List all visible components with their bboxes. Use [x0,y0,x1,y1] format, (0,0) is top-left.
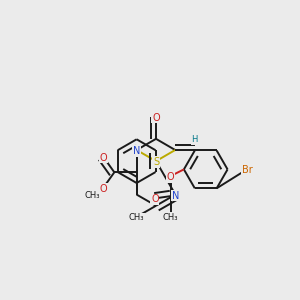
Text: CH₃: CH₃ [163,213,178,222]
Text: S: S [153,157,159,167]
Text: N: N [172,190,179,201]
Text: O: O [151,194,159,204]
Text: CH₃: CH₃ [84,191,100,200]
Text: O: O [99,153,107,163]
Text: H: H [191,135,198,144]
Text: CH₃: CH₃ [129,213,144,222]
Text: Br: Br [242,165,252,176]
Text: O: O [152,112,160,123]
Text: O: O [167,172,174,182]
Text: CH₃: CH₃ [84,191,100,200]
Text: N: N [133,146,140,156]
Text: O: O [99,184,107,194]
